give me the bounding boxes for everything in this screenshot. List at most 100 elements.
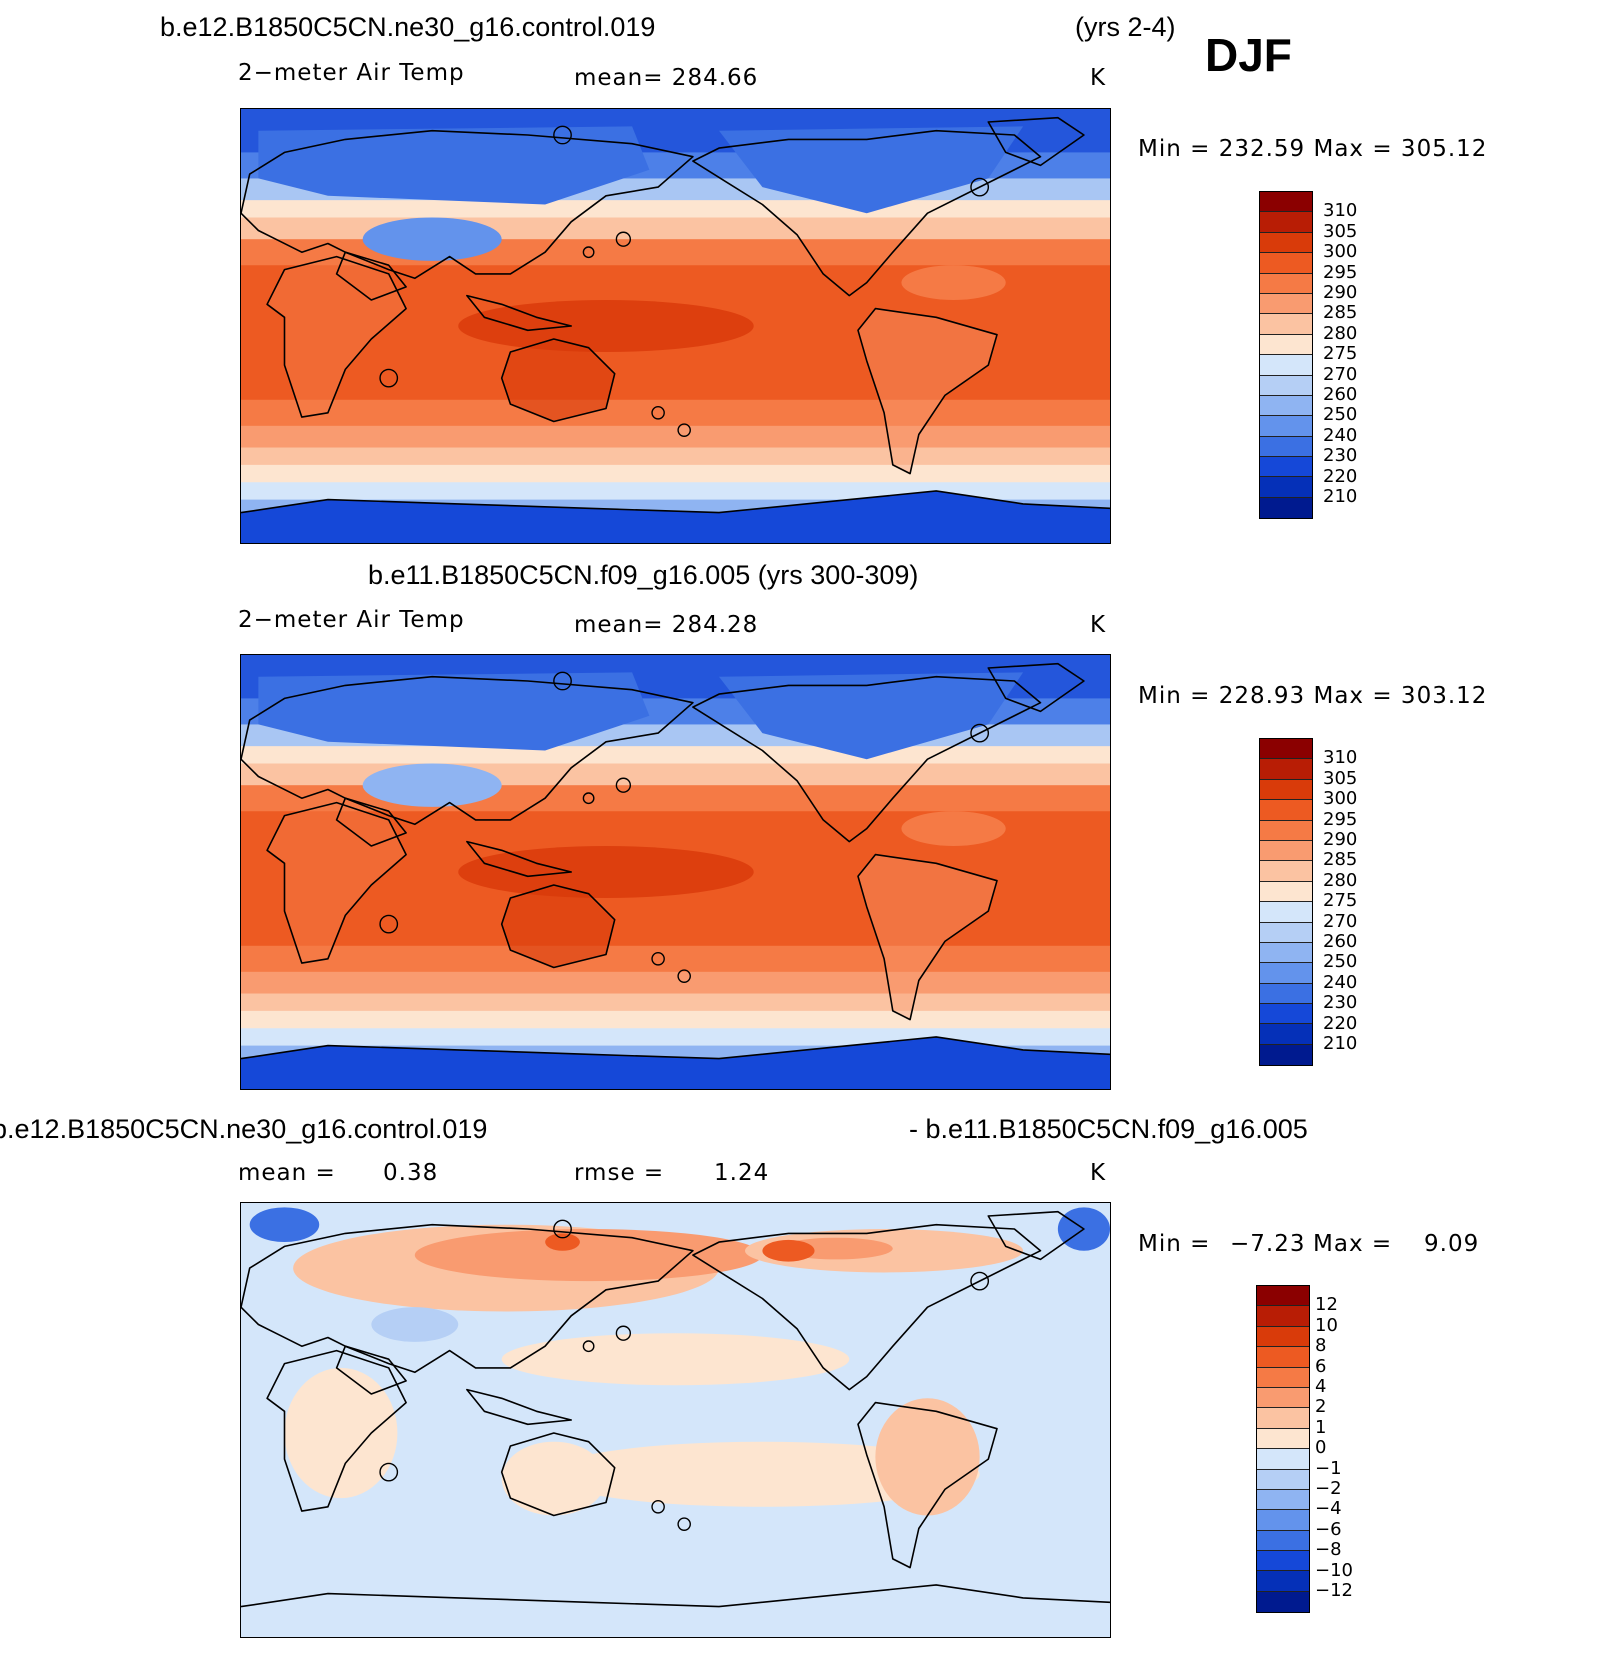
colorbar-box bbox=[1260, 800, 1312, 821]
colorbar-box bbox=[1260, 820, 1312, 841]
panel3-case-title: b.e12.B1850C5CN.ne30_g16.control.019 bbox=[0, 1114, 488, 1144]
colorbar-label: 300 bbox=[1323, 241, 1358, 263]
panel3-rmse-value: 1.24 bbox=[714, 1160, 770, 1186]
colorbar-label: 275 bbox=[1323, 890, 1358, 912]
colorbar-label: 300 bbox=[1323, 788, 1358, 810]
colorbar-box bbox=[1260, 739, 1312, 760]
colorbar-label: 220 bbox=[1323, 1012, 1358, 1034]
colorbar-label: 8 bbox=[1315, 1335, 1327, 1357]
panel3-case-title-right: - b.e11.B1850C5CN.f09_g16.005 bbox=[909, 1114, 1308, 1144]
panel2-minmax: Min = 228.93 Max = 303.12 bbox=[1138, 683, 1488, 709]
colorbar-box bbox=[1260, 983, 1312, 1005]
colorbar-box bbox=[1257, 1306, 1309, 1327]
colorbar-label: 280 bbox=[1323, 869, 1358, 891]
colorbar-label: 290 bbox=[1323, 829, 1358, 850]
panel1-units: K bbox=[1090, 65, 1107, 91]
colorbar-label: −6 bbox=[1315, 1518, 1342, 1540]
panel1-minmax: Min = 232.59 Max = 305.12 bbox=[1138, 136, 1488, 162]
colorbar-box bbox=[1260, 477, 1312, 498]
colorbar-label: −10 bbox=[1315, 1559, 1353, 1581]
colorbar-box bbox=[1260, 293, 1312, 315]
colorbar-box bbox=[1257, 1449, 1309, 1470]
colorbar-box bbox=[1260, 314, 1312, 335]
colorbar-label: 210 bbox=[1323, 486, 1358, 507]
panel1-colorbar bbox=[1259, 191, 1313, 520]
colorbar-label: 285 bbox=[1323, 302, 1358, 324]
panel2-map bbox=[240, 654, 1111, 1090]
panel2-units: K bbox=[1090, 612, 1107, 638]
colorbar-box bbox=[1257, 1326, 1309, 1348]
colorbar-box bbox=[1260, 902, 1312, 923]
colorbar-label: −12 bbox=[1315, 1580, 1353, 1601]
colorbar-label: 10 bbox=[1315, 1314, 1338, 1336]
colorbar-label: 275 bbox=[1323, 343, 1358, 365]
map-artwork bbox=[241, 1203, 1110, 1637]
colorbar-label: 295 bbox=[1323, 261, 1358, 283]
season-label: DJF bbox=[1205, 29, 1292, 81]
panel2-variable: 2−meter Air Temp bbox=[238, 607, 465, 633]
colorbar-box bbox=[1260, 192, 1312, 213]
colorbar-box bbox=[1260, 436, 1312, 458]
map-artwork bbox=[241, 655, 1110, 1089]
colorbar-label: −2 bbox=[1315, 1478, 1342, 1499]
colorbar-box bbox=[1260, 881, 1312, 903]
panel3-rmse-label: rmse = bbox=[574, 1160, 665, 1186]
colorbar-label: 2 bbox=[1315, 1396, 1327, 1418]
colorbar-label: 310 bbox=[1323, 200, 1358, 222]
panel3-min-label: Min = bbox=[1138, 1231, 1211, 1257]
colorbar-label: 250 bbox=[1323, 404, 1358, 426]
colorbar-label: 230 bbox=[1323, 445, 1358, 467]
colorbar-label: 240 bbox=[1323, 971, 1358, 993]
panel2-case-title: b.e11.B1850C5CN.f09_g16.005 (yrs 300-309… bbox=[368, 560, 919, 590]
colorbar-box bbox=[1257, 1387, 1309, 1409]
panel3-max-value: 9.09 bbox=[1424, 1231, 1480, 1257]
colorbar-label: 240 bbox=[1323, 424, 1358, 446]
colorbar-box bbox=[1260, 212, 1312, 233]
colorbar-label: 0 bbox=[1315, 1437, 1327, 1459]
panel3-units: K bbox=[1090, 1160, 1107, 1186]
colorbar-box bbox=[1257, 1428, 1309, 1450]
panel1-years: (yrs 2-4) bbox=[1075, 12, 1176, 42]
panel1-mean: mean= 284.66 bbox=[574, 65, 759, 91]
colorbar-box bbox=[1257, 1591, 1309, 1613]
colorbar-label: 310 bbox=[1323, 747, 1358, 769]
panel3-mean-label: mean = bbox=[238, 1160, 336, 1186]
colorbar-label: 250 bbox=[1323, 951, 1358, 973]
colorbar-label: 260 bbox=[1323, 384, 1358, 405]
colorbar-box bbox=[1260, 253, 1312, 274]
colorbar-box bbox=[1260, 273, 1312, 294]
colorbar-box bbox=[1257, 1489, 1309, 1511]
panel1-variable: 2−meter Air Temp bbox=[238, 60, 465, 86]
panel3-max-label: Max = bbox=[1313, 1231, 1393, 1257]
colorbar-label: 270 bbox=[1323, 910, 1358, 932]
map-artwork bbox=[241, 109, 1110, 543]
panel2-colorbar bbox=[1259, 738, 1313, 1067]
colorbar-box bbox=[1260, 497, 1312, 519]
colorbar-label: 1 bbox=[1315, 1416, 1327, 1438]
colorbar-box bbox=[1260, 942, 1312, 964]
colorbar-label: 220 bbox=[1323, 465, 1358, 487]
colorbar-label: 305 bbox=[1323, 220, 1358, 242]
colorbar-label: 295 bbox=[1323, 808, 1358, 830]
colorbar-box bbox=[1260, 861, 1312, 882]
colorbar-box bbox=[1260, 1044, 1312, 1066]
colorbar-box bbox=[1257, 1286, 1309, 1307]
colorbar-box bbox=[1260, 840, 1312, 862]
colorbar-box bbox=[1260, 416, 1312, 437]
colorbar-label: 6 bbox=[1315, 1355, 1327, 1377]
panel1-map bbox=[240, 108, 1111, 544]
panel3-map bbox=[240, 1202, 1111, 1638]
colorbar-box bbox=[1260, 922, 1312, 943]
colorbar-label: 230 bbox=[1323, 992, 1358, 1014]
colorbar-box bbox=[1260, 334, 1312, 356]
colorbar-label: 280 bbox=[1323, 322, 1358, 344]
colorbar-box bbox=[1260, 1004, 1312, 1025]
colorbar-box bbox=[1260, 375, 1312, 396]
colorbar-label: 290 bbox=[1323, 282, 1358, 303]
colorbar-box bbox=[1257, 1571, 1309, 1592]
colorbar-box bbox=[1257, 1367, 1309, 1388]
colorbar-box bbox=[1260, 355, 1312, 376]
colorbar-box bbox=[1257, 1530, 1309, 1552]
colorbar-box bbox=[1260, 457, 1312, 478]
colorbar-label: −4 bbox=[1315, 1498, 1342, 1520]
